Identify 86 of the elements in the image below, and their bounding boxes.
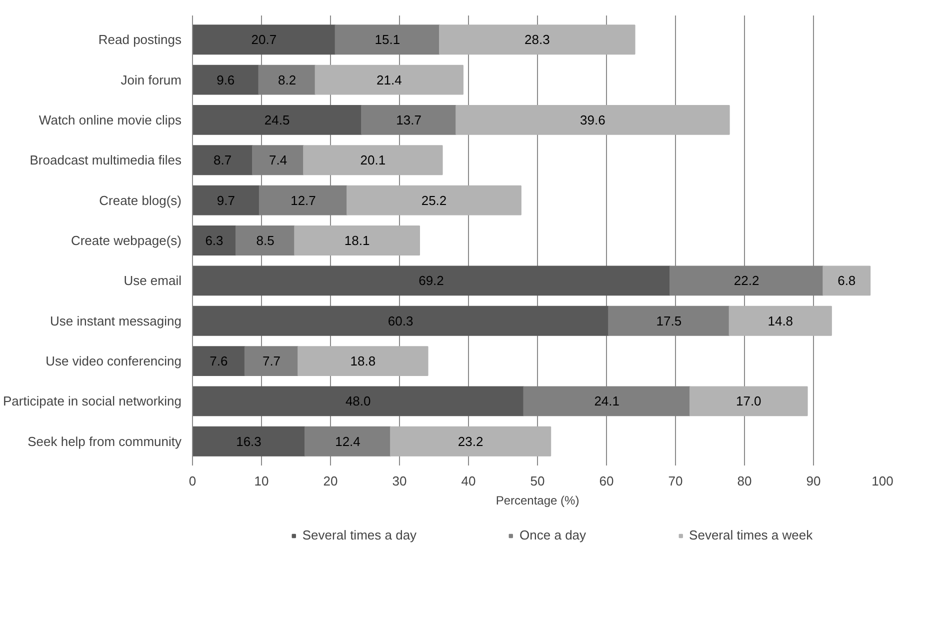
bar bbox=[192, 24, 336, 55]
bar bbox=[334, 24, 440, 55]
bar bbox=[192, 105, 362, 135]
data-label: 12.7 bbox=[290, 192, 316, 208]
bar bbox=[192, 386, 524, 416]
x-tick-label: 30 bbox=[392, 474, 407, 488]
x-tick-label: 0 bbox=[188, 474, 196, 488]
data-label: 28.3 bbox=[524, 32, 550, 48]
x-tick-label: 80 bbox=[737, 474, 752, 488]
data-label: 25.2 bbox=[421, 192, 447, 208]
bar bbox=[822, 266, 871, 296]
bar bbox=[294, 226, 420, 256]
legend-label: Once a day bbox=[520, 528, 586, 542]
data-label: 18.8 bbox=[350, 354, 376, 369]
data-label: 7.6 bbox=[210, 354, 228, 369]
x-tick-label: 60 bbox=[599, 474, 614, 488]
data-label: 12.4 bbox=[335, 434, 360, 449]
data-label: 21.4 bbox=[376, 72, 402, 88]
bar bbox=[314, 64, 464, 95]
x-tick-label: 10 bbox=[254, 474, 269, 488]
bar bbox=[303, 145, 443, 176]
bar bbox=[298, 346, 428, 376]
y-tick-label: Join forum bbox=[120, 72, 182, 88]
bar bbox=[346, 185, 522, 216]
data-label: 24.5 bbox=[264, 112, 290, 128]
y-tick-label: Use instant messaging bbox=[50, 313, 182, 328]
bar bbox=[439, 24, 636, 55]
data-label: 9.7 bbox=[216, 192, 236, 208]
data-label: 23.2 bbox=[458, 434, 484, 449]
data-label: 17.5 bbox=[656, 313, 682, 328]
bar bbox=[192, 346, 246, 376]
bar bbox=[192, 185, 260, 216]
data-label: 16.3 bbox=[236, 434, 262, 449]
bar bbox=[192, 426, 306, 456]
data-label: 7.7 bbox=[262, 354, 281, 369]
data-label: 39.6 bbox=[580, 112, 606, 128]
data-label: 20.1 bbox=[360, 152, 386, 168]
x-tick-label: 40 bbox=[461, 474, 476, 488]
bar bbox=[456, 105, 730, 135]
data-label: 69.2 bbox=[418, 273, 444, 288]
bar bbox=[689, 386, 808, 416]
bar bbox=[608, 306, 730, 336]
bar bbox=[192, 145, 254, 176]
data-label: 7.4 bbox=[269, 152, 288, 168]
y-tick-label: Read postings bbox=[98, 32, 182, 48]
x-tick-label: 100 bbox=[872, 474, 894, 488]
bar bbox=[192, 64, 260, 95]
bar bbox=[523, 386, 690, 416]
data-label: 18.1 bbox=[344, 233, 370, 248]
data-label: 8.5 bbox=[256, 233, 274, 248]
bar bbox=[304, 426, 392, 456]
y-tick-label: Broadcast multimedia files bbox=[30, 152, 182, 168]
data-label: 60.3 bbox=[388, 313, 414, 328]
data-label: 8.7 bbox=[213, 152, 232, 168]
data-label: 14.8 bbox=[768, 313, 794, 328]
data-label: 24.1 bbox=[594, 394, 620, 409]
y-tick-label: Use email bbox=[124, 273, 182, 288]
bar bbox=[728, 306, 832, 336]
bar bbox=[390, 426, 552, 456]
y-tick-label: Watch online movie clips bbox=[38, 112, 182, 128]
legend-label: Several times a day bbox=[302, 528, 417, 542]
x-axis-title: Percentage (%) bbox=[496, 494, 580, 508]
bar bbox=[192, 266, 670, 296]
y-tick-label: Seek help from community bbox=[28, 434, 182, 449]
x-tick-label: 20 bbox=[323, 474, 338, 488]
data-label: 8.2 bbox=[278, 72, 296, 88]
bar bbox=[192, 226, 236, 256]
data-label: 20.7 bbox=[251, 32, 277, 48]
x-tick-label: 90 bbox=[806, 474, 821, 488]
y-tick-label: Create webpage(s) bbox=[70, 233, 182, 248]
y-tick-label: Use video conferencing bbox=[46, 354, 182, 369]
data-label: 48.0 bbox=[345, 394, 371, 409]
x-tick-label: 70 bbox=[668, 474, 683, 488]
legend-label: Several times a week bbox=[689, 528, 813, 542]
data-label: 22.2 bbox=[734, 273, 760, 288]
data-label: 9.6 bbox=[216, 72, 235, 88]
data-label: 15.1 bbox=[374, 32, 400, 48]
bar bbox=[361, 105, 457, 135]
x-tick-label: 50 bbox=[530, 474, 545, 488]
data-label: 13.7 bbox=[396, 112, 422, 128]
y-tick-label: Participate in social networking bbox=[3, 394, 182, 409]
data-label: 6.8 bbox=[838, 273, 856, 288]
bar bbox=[192, 306, 610, 336]
data-label: 17.0 bbox=[736, 394, 762, 409]
data-label: 6.3 bbox=[205, 233, 224, 248]
y-tick-label: Create blog(s) bbox=[99, 192, 182, 208]
